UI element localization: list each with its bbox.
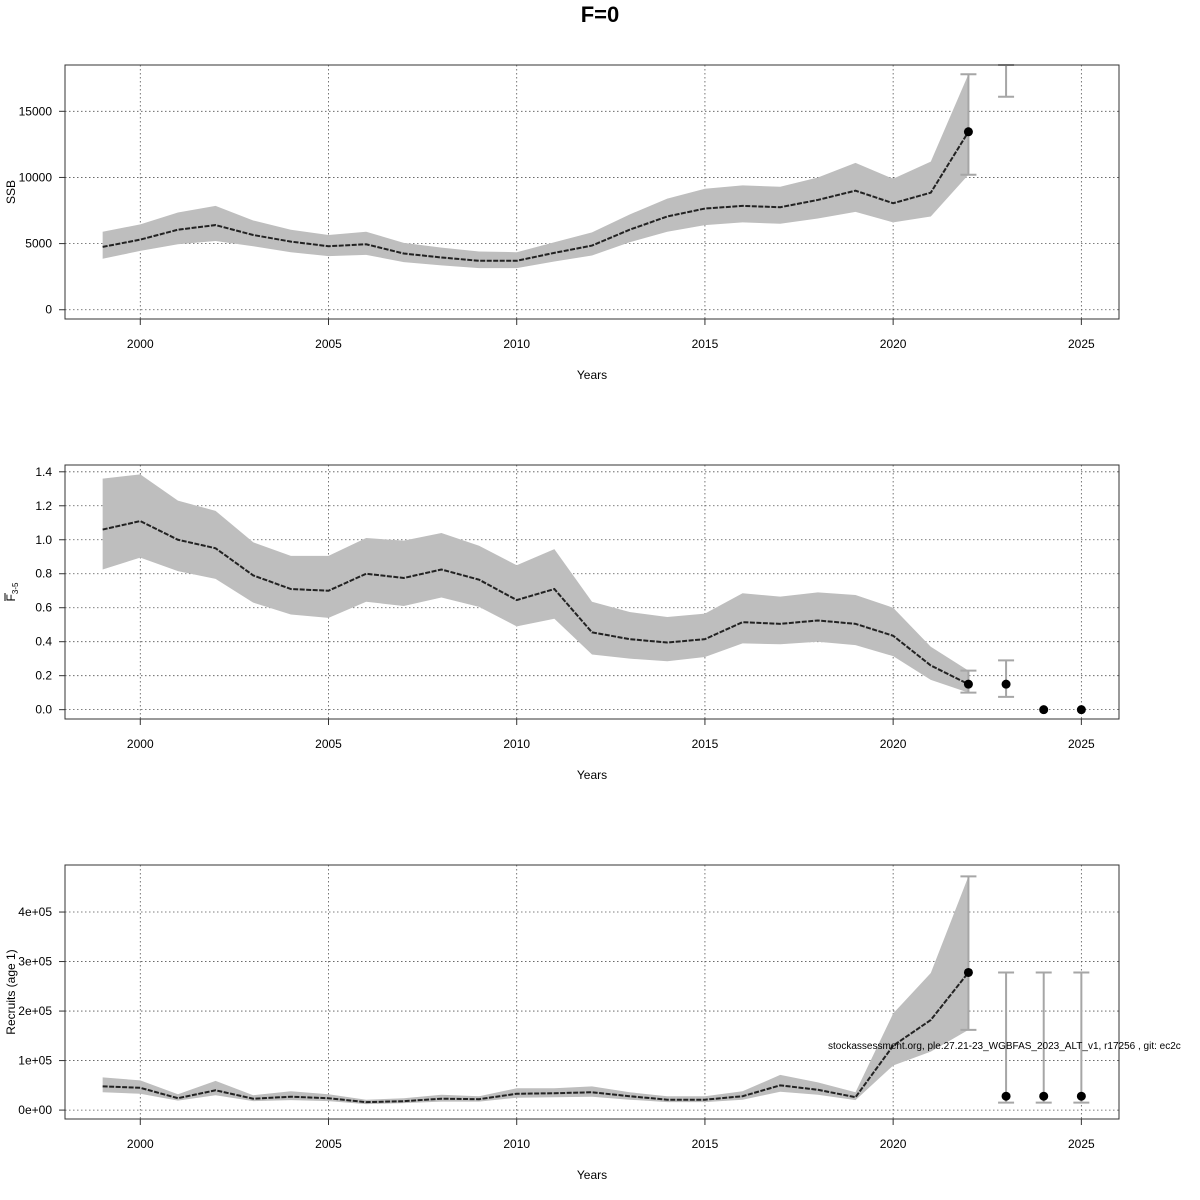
x-tick-label: 2015 bbox=[692, 1137, 719, 1151]
x-tick-label: 2005 bbox=[315, 737, 342, 751]
forecast-point bbox=[963, 967, 973, 977]
confidence-band bbox=[102, 876, 969, 1105]
x-tick-label: 2020 bbox=[880, 337, 907, 351]
y-tick-label: 0 bbox=[45, 303, 52, 317]
forecast-point bbox=[1076, 705, 1086, 715]
y-tick-label: 2e+05 bbox=[18, 1004, 52, 1018]
x-tick-label: 2020 bbox=[880, 737, 907, 751]
x-tick-label: 2000 bbox=[127, 737, 154, 751]
forecast-point bbox=[1039, 705, 1049, 715]
y-tick-label: 1.2 bbox=[35, 499, 52, 513]
y-axis-label: Recruits (age 1) bbox=[4, 949, 18, 1034]
y-axis-label-subscript: 3-5 bbox=[11, 582, 20, 594]
forecast-point bbox=[1076, 1091, 1086, 1101]
estimate-line bbox=[102, 520, 969, 686]
forecast-point bbox=[1039, 1091, 1049, 1101]
x-tick-label: 2015 bbox=[692, 337, 719, 351]
plot-frame bbox=[64, 864, 1120, 1120]
y-tick-label: 1.0 bbox=[35, 533, 52, 547]
confidence-band bbox=[102, 74, 969, 269]
y-tick-label: 3e+05 bbox=[18, 955, 52, 969]
x-axis-label: Years bbox=[577, 768, 607, 782]
forecast-point bbox=[1001, 1091, 1011, 1101]
y-tick-label: 0e+00 bbox=[18, 1103, 52, 1117]
x-tick-label: 2005 bbox=[315, 1137, 342, 1151]
x-tick-label: 2025 bbox=[1068, 337, 1095, 351]
fbar-panel: 2000 2005 2010 2015 2020 2025 0.0 0.2 0.4 0.6 0.8 1… bbox=[4, 464, 1120, 782]
forecast-point bbox=[963, 127, 973, 137]
x-tick-label: 2025 bbox=[1068, 1137, 1095, 1151]
estimate-line bbox=[102, 131, 970, 262]
y-tick-label: 10000 bbox=[19, 170, 53, 184]
y-tick-label: 0.8 bbox=[35, 567, 52, 581]
ssb-panel: 2000 2005 2010 2015 2020 2025 0 5000 10000 15000 Y… bbox=[4, 64, 1120, 382]
estimate-line bbox=[102, 971, 970, 1104]
x-tick-label: 2015 bbox=[692, 737, 719, 751]
plot-frame bbox=[64, 64, 1120, 320]
x-tick-label: 2005 bbox=[315, 337, 342, 351]
y-tick-label: 0.6 bbox=[35, 601, 52, 615]
y-axis-label: SSB bbox=[4, 180, 18, 204]
x-axis-label: Years bbox=[577, 1168, 607, 1182]
forecast-point bbox=[1001, 679, 1011, 689]
x-tick-label: 2025 bbox=[1068, 737, 1095, 751]
forecast-group bbox=[960, 659, 1086, 715]
y-tick-label: 4e+05 bbox=[18, 905, 52, 919]
y-tick-label: 0.4 bbox=[35, 635, 52, 649]
x-tick-label: 2000 bbox=[127, 1137, 154, 1151]
recruits-panel: 2000 2005 2010 2015 2020 2025 0e+00 1e+05 2e+05 3… bbox=[4, 864, 1120, 1182]
x-tick-label: 2010 bbox=[503, 737, 530, 751]
plot-frame bbox=[64, 464, 1120, 720]
y-axis-label: F3-5 bbox=[4, 582, 20, 601]
x-tick-label: 2010 bbox=[503, 1137, 530, 1151]
x-tick-label: 2020 bbox=[880, 1137, 907, 1151]
y-tick-label: 1.4 bbox=[35, 465, 52, 479]
y-tick-label: 15000 bbox=[19, 104, 53, 118]
page-title: F=0 bbox=[580, 2, 620, 27]
y-tick-label: 0.0 bbox=[35, 703, 52, 717]
forecast-group bbox=[960, 875, 1090, 1104]
y-tick-label: 5000 bbox=[25, 237, 52, 251]
confidence-band bbox=[102, 474, 969, 693]
x-axis-label: Years bbox=[577, 368, 607, 382]
forecast-point bbox=[963, 679, 973, 689]
x-tick-label: 2000 bbox=[127, 337, 154, 351]
x-tick-label: 2010 bbox=[503, 337, 530, 351]
forecast-group bbox=[960, 64, 1015, 176]
y-tick-label: 0.2 bbox=[35, 669, 52, 683]
source-footnote: stockassessment.org, ple.27.21-23_WGBFAS… bbox=[828, 1041, 1181, 1052]
y-tick-label: 1e+05 bbox=[18, 1054, 52, 1068]
